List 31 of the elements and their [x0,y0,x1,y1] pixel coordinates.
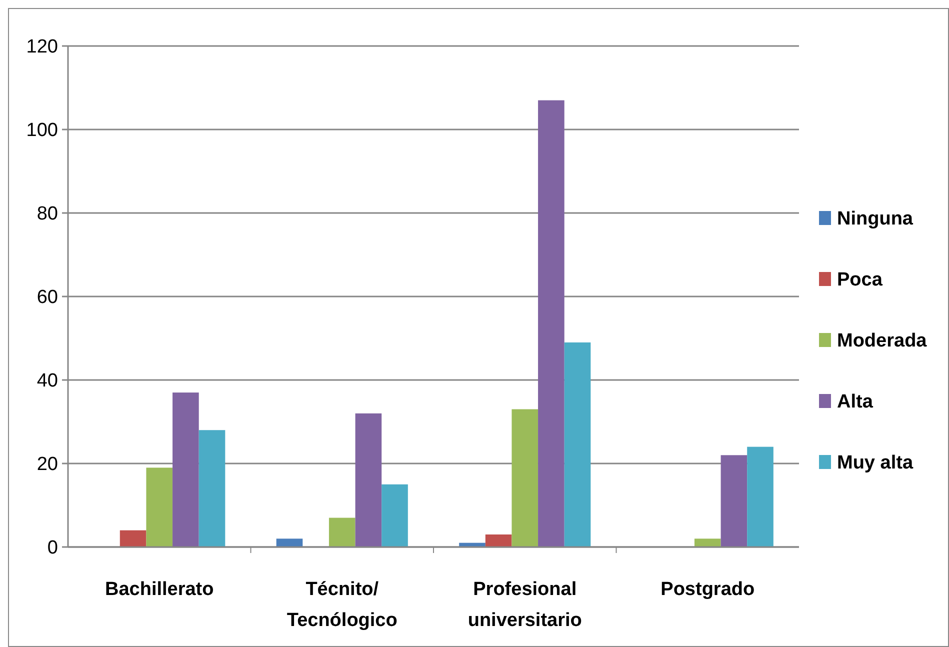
x-tick-label: Profesional universitario [468,579,582,631]
bar [720,455,748,547]
legend-label: Poca [837,270,883,291]
y-tick-label: 80 [36,204,58,225]
y-tick-label: 120 [26,36,58,58]
bar [172,392,199,547]
bar [485,534,512,547]
bar [538,100,564,547]
x-tick-label: Técnito/ Tecnólogico [286,579,398,631]
bar [564,342,591,547]
legend-label: Muy alta [837,452,914,474]
bar [512,409,538,547]
bar [198,430,226,547]
x-tick-label: Bachillerato [104,579,214,600]
bar [146,468,173,547]
bar [694,538,721,547]
bar [355,413,382,547]
legend-label: Ninguna [837,208,914,230]
y-tick-label: 60 [36,287,58,308]
bar [382,484,408,547]
y-tick-label: 40 [36,370,58,392]
legend-label: Moderada [837,330,928,352]
x-tick-label: Postgrado [660,579,755,600]
legend-label: Alta [837,392,874,413]
bar [747,446,774,547]
y-tick-label: 100 [26,120,58,142]
y-tick-label: 0 [47,538,58,559]
bar [276,538,303,547]
bar [328,518,356,547]
bar [120,530,146,547]
y-tick-label: 20 [36,454,58,476]
